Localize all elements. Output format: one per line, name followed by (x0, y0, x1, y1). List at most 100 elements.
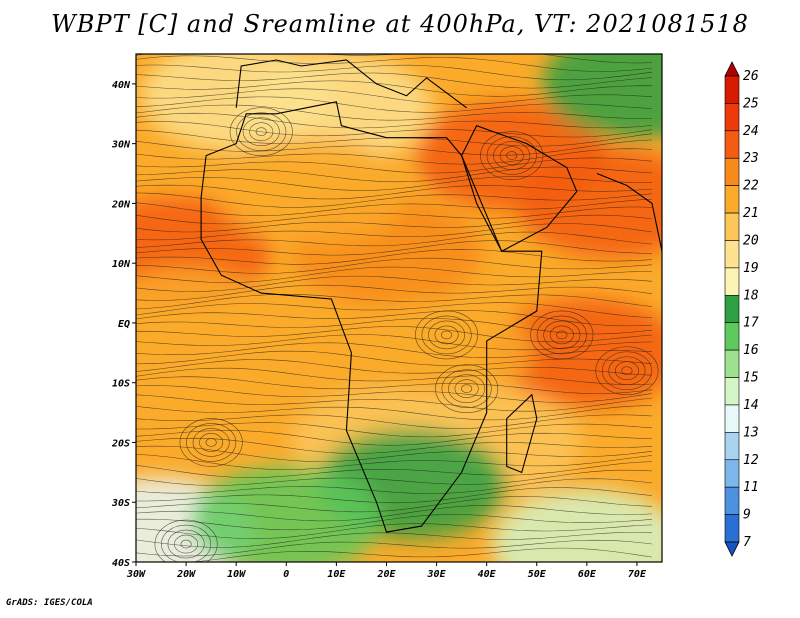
streamline-vortex (601, 351, 652, 391)
streamline-vortex (415, 310, 479, 360)
streamline (136, 104, 652, 121)
streamline (136, 461, 653, 478)
streamline (136, 376, 653, 394)
streamline-vortex (448, 374, 486, 403)
colorbar-swatch (724, 349, 740, 378)
streamline-vortex (186, 423, 237, 462)
lon-tick-label: 0 (283, 569, 289, 580)
lon-tick-label: 30E (427, 569, 447, 580)
colorbar-label: 12 (743, 453, 759, 468)
colorbar-swatch (724, 75, 740, 104)
colorbar-label: 7 (743, 535, 751, 550)
colorbar-swatch (724, 103, 740, 132)
streamline (136, 385, 653, 403)
streamline-vortex (199, 433, 224, 452)
coastline (596, 172, 662, 252)
lat-tick-label: 30N (111, 140, 131, 151)
colorbar-swatch (724, 486, 740, 515)
streamline-vortex (167, 529, 205, 559)
wbpt-region (491, 297, 662, 408)
streamline (136, 88, 653, 105)
colorbar-swatch (724, 294, 740, 324)
streamline (136, 367, 653, 385)
lon-tick-label: 20E (376, 569, 396, 580)
streamline (136, 294, 653, 310)
streamline-vortex (435, 364, 499, 413)
streamline (136, 359, 653, 376)
streamline-vortex (614, 361, 639, 381)
streamline-vortex (536, 315, 587, 355)
streamline (136, 523, 653, 539)
colorbar-swatch (724, 404, 740, 433)
streamline (136, 148, 653, 165)
plot-frame (135, 53, 663, 563)
colorbar-swatch (724, 240, 740, 269)
lon-tick-label: 20W (176, 569, 196, 580)
streamline-vortex (461, 384, 473, 393)
streamline-vortex (499, 146, 524, 165)
streamline-vortex (506, 151, 518, 160)
colorbar-label: 16 (743, 343, 759, 358)
colorbar-swatch (724, 267, 740, 296)
streamline (136, 192, 653, 208)
streamline-vortex (486, 136, 537, 175)
streamline (136, 266, 652, 283)
plot-area (136, 54, 662, 562)
streamline (136, 405, 653, 421)
streamline (136, 206, 653, 225)
streamline-vortex (179, 418, 243, 467)
colorbar-arrow-bottom (724, 541, 740, 557)
coastline (200, 101, 543, 533)
streamline-vortex (543, 320, 581, 350)
streamline (136, 223, 653, 241)
wbpt-region (516, 148, 662, 259)
streamline (136, 469, 653, 486)
streamline (136, 496, 653, 513)
streamline-vortex (242, 117, 280, 146)
streamline-vortex (621, 366, 633, 376)
streamline (136, 478, 653, 494)
streamline (136, 80, 653, 97)
streamline (136, 334, 653, 351)
streamline (136, 342, 653, 358)
streamline (136, 166, 653, 183)
streamline (136, 112, 653, 129)
streamline-vortex (421, 315, 472, 355)
lat-tick-label: 10S (112, 379, 130, 390)
lat-tick-label: 30S (111, 498, 130, 509)
streamline (136, 214, 653, 233)
streamline-vortex (174, 534, 199, 554)
streamline (136, 487, 653, 504)
colorbar-swatch (724, 157, 740, 186)
lat-tick-label: 20S (111, 438, 130, 449)
streamline (136, 310, 653, 327)
wbpt-region (216, 136, 407, 247)
wbpt-region (491, 489, 662, 562)
streamline-vortex (236, 112, 287, 151)
wbpt-region (191, 465, 382, 562)
streamline (136, 231, 653, 248)
coastlines (200, 59, 662, 533)
colorbar-label: 14 (743, 398, 759, 413)
colorbar-label: 19 (743, 261, 759, 276)
lat-tick-label: EQ (118, 319, 130, 330)
streamline (136, 532, 653, 548)
streamline (136, 318, 653, 335)
colorbar-label: 24 (743, 124, 759, 139)
streamline (136, 326, 653, 343)
streamline (136, 454, 653, 470)
lon-tick-label: 50E (528, 569, 547, 580)
colorbar-swatch (724, 459, 740, 488)
colorbar: 26 25 24 23 22 21 20 19 18 17 16 15 14 13 12 11 9 7 (724, 61, 759, 557)
streamline (136, 96, 653, 113)
streamline (136, 55, 653, 72)
colorbar-swatch (724, 432, 740, 461)
coastline (235, 59, 467, 109)
lon-tick-label: 60E (578, 569, 597, 580)
colorbar-arrow-top (724, 61, 740, 77)
streamline-vortex (556, 330, 568, 340)
streamline (136, 430, 653, 446)
streamlines (136, 54, 659, 562)
colorbar-swatch (724, 322, 740, 351)
